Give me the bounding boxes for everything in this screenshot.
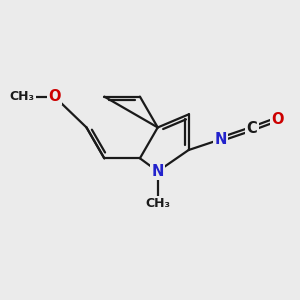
Text: N: N [152,164,164,179]
Text: O: O [272,112,284,127]
Text: N: N [214,132,227,147]
Text: CH₃: CH₃ [10,90,35,103]
Text: O: O [48,89,61,104]
Text: CH₃: CH₃ [145,197,170,210]
Text: C: C [247,121,257,136]
